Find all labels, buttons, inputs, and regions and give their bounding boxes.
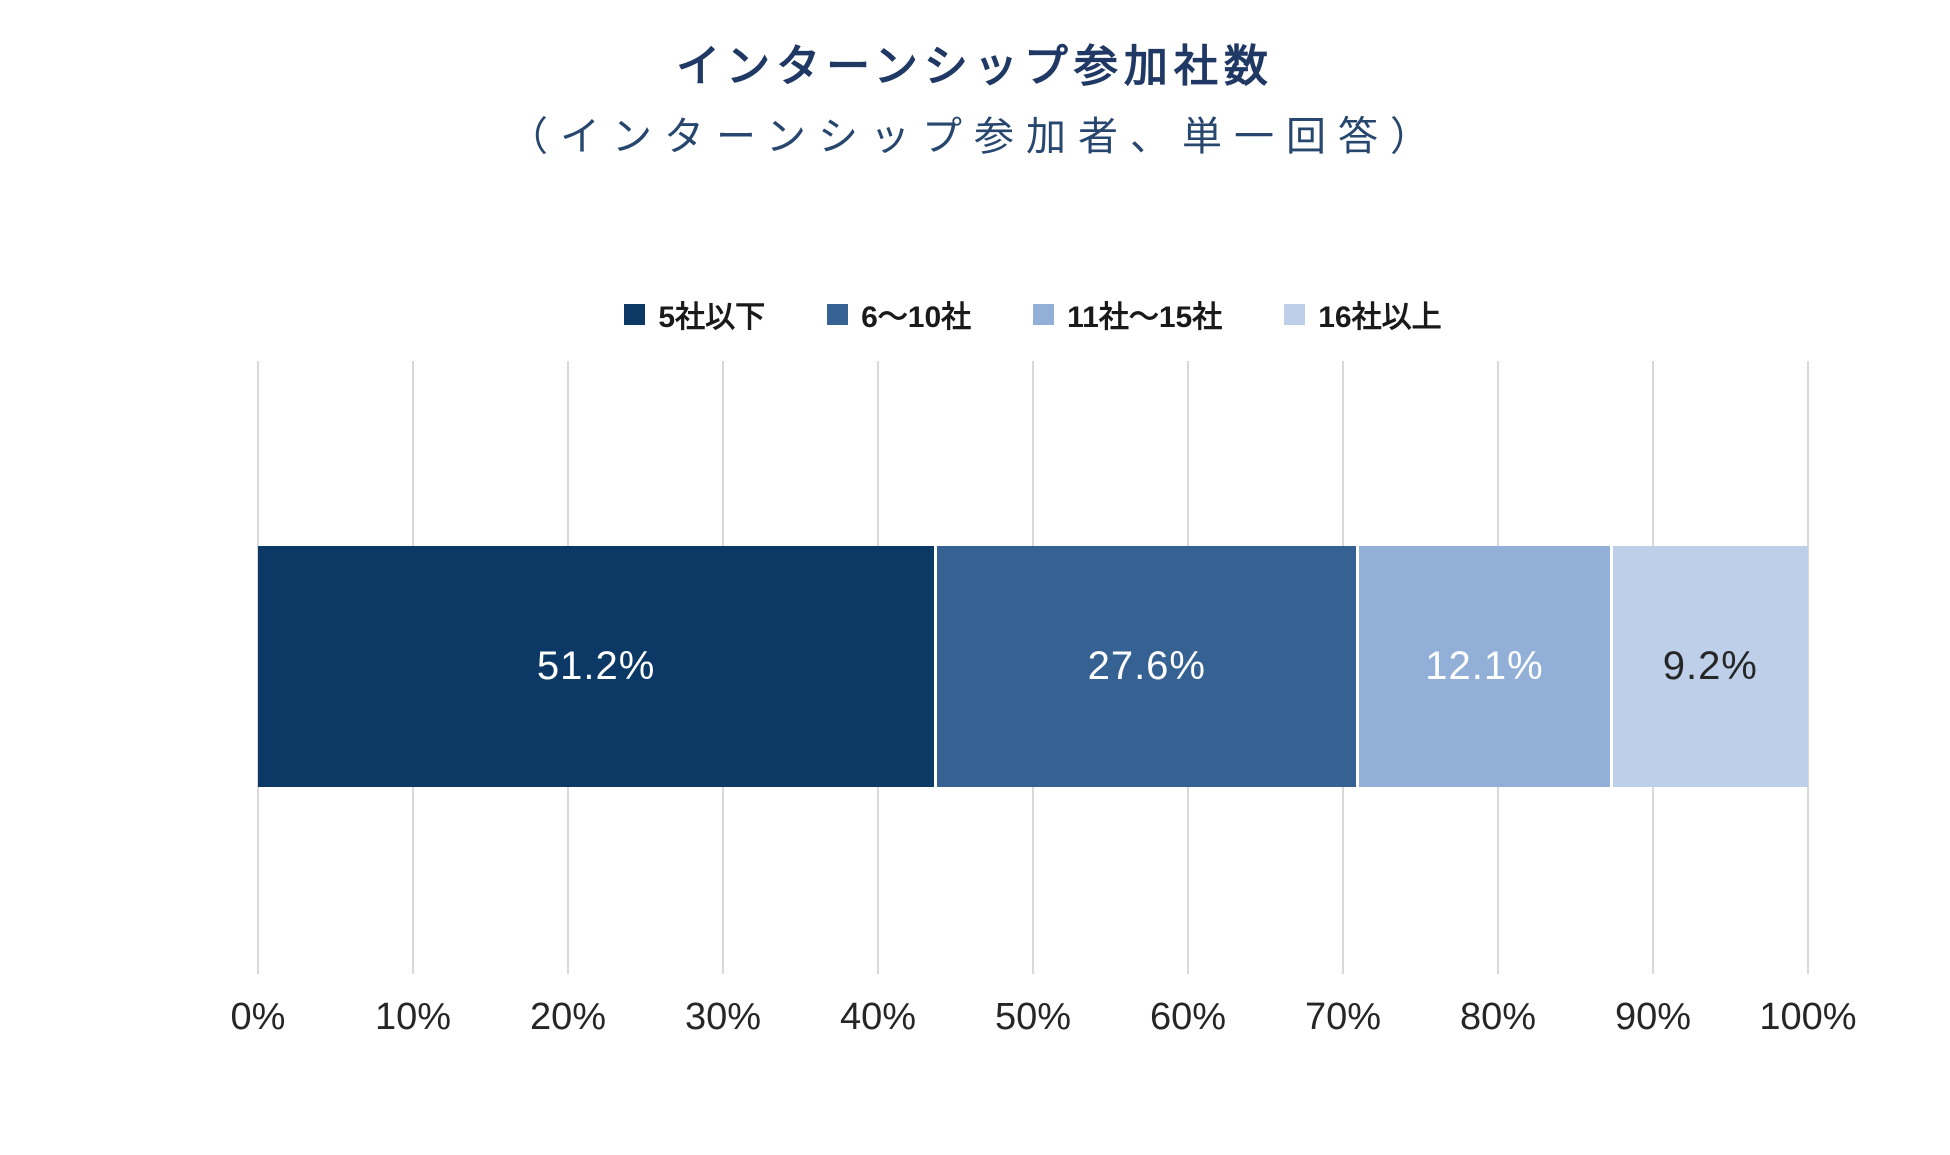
bar-segment-label: 9.2% <box>1662 644 1758 688</box>
legend-item-label: 6〜10社 <box>861 301 972 334</box>
x-axis-tick-label: 70% <box>1304 996 1382 1038</box>
x-axis-tick-label: 80% <box>1459 996 1537 1038</box>
bar-segment: 12.1% <box>1359 546 1613 787</box>
chart-subtitle: （インターンシップ参加者、単一回答） <box>508 115 1442 159</box>
legend-swatch-icon <box>827 303 849 325</box>
legend-item: 5社以下 <box>624 292 765 336</box>
x-axis-tick-label: 0% <box>230 996 286 1038</box>
plot-area: 51.2% 27.6% 12.1% 9.2% 0% 10% 20% 30% 40% 50% 60%… <box>231 361 1857 1038</box>
bar-segment: 9.2% <box>1612 546 1808 787</box>
bar-segment-label: 51.2% <box>536 644 656 688</box>
legend: 5社以下 6〜10社 11社〜15社 16社以上 <box>258 292 1808 336</box>
x-axis-tick-label: 90% <box>1614 996 1692 1038</box>
x-axis-tick-label: 50% <box>994 996 1072 1038</box>
chart-title: インターンシップ参加社数 <box>676 42 1274 91</box>
legend-item-label: 5社以下 <box>658 301 766 334</box>
x-axis-tick-label: 30% <box>684 996 762 1038</box>
legend-swatch-icon <box>624 303 646 325</box>
gridline <box>1807 361 1809 974</box>
bar-segment-label: 12.1% <box>1425 644 1544 688</box>
legend-item-label: 11社〜15社 <box>1067 301 1223 334</box>
x-axis-tick-label: 40% <box>839 996 917 1038</box>
legend-item: 11社〜15社 <box>1033 292 1222 336</box>
legend-item: 6〜10社 <box>827 292 971 336</box>
bar-segment: 27.6% <box>937 546 1360 787</box>
x-axis-tick-label: 20% <box>529 996 607 1038</box>
x-axis-tick-label: 10% <box>374 996 452 1038</box>
x-axis-tick-label: 100% <box>1759 996 1857 1038</box>
x-axis-tick-label: 60% <box>1149 996 1227 1038</box>
bar-segment: 51.2% <box>258 546 938 787</box>
stacked-bar: 51.2% 27.6% 12.1% 9.2% <box>258 546 1808 787</box>
legend-swatch-icon <box>1284 303 1306 325</box>
legend-item-label: 16社以上 <box>1318 301 1442 334</box>
legend-item: 16社以上 <box>1284 292 1442 336</box>
legend-swatch-icon <box>1033 303 1055 325</box>
bar-segment-label: 27.6% <box>1087 644 1206 688</box>
